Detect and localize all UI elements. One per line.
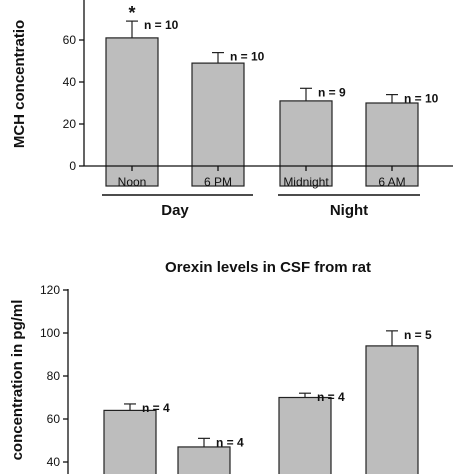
- mch-n-label: n = 10: [404, 92, 439, 106]
- mch-significance-marker: *: [128, 3, 135, 23]
- orexin-y-tick-label: 120: [40, 283, 60, 297]
- orexin-bar: [365, 345, 419, 474]
- orexin-bars: n = 4 n = 4 n = 4 n = 5: [103, 328, 432, 474]
- mch-bars: n = 10 * n = 10 n = 9 n = 10: [105, 3, 439, 187]
- mch-bar: [365, 102, 419, 187]
- mch-n-label: n = 9: [318, 85, 346, 99]
- mch-n-label: n = 10: [144, 18, 179, 32]
- orexin-chart-title: Orexin levels in CSF from rat: [165, 259, 371, 276]
- mch-x-tick-labels: Noon 6 PM Midnight 6 AM: [118, 166, 406, 189]
- mch-category-label: 6 PM: [204, 175, 232, 189]
- orexin-y-tick-label: 60: [47, 412, 61, 426]
- mch-category-label: Noon: [118, 175, 147, 189]
- mch-category-label: Midnight: [283, 175, 329, 189]
- mch-category-label: 6 AM: [378, 175, 405, 189]
- orexin-y-tick-label: 40: [47, 455, 61, 469]
- mch-y-tick-label: 40: [63, 75, 77, 89]
- mch-y-ticks: 0 20 40 60: [63, 33, 84, 173]
- orexin-n-label: n = 4: [216, 435, 244, 449]
- orexin-y-ticks: 40 60 80 100 120: [40, 283, 68, 469]
- mch-n-label: n = 10: [230, 50, 265, 64]
- orexin-n-label: n = 4: [317, 390, 345, 404]
- orexin-y-tick-label: 100: [40, 326, 60, 340]
- orexin-chart: Orexin levels in CSF from rat concentrat…: [9, 259, 432, 474]
- mch-y-axis-label: MCH concentratio: [11, 20, 28, 148]
- mch-bar: [105, 37, 159, 187]
- night-group-label: Night: [330, 202, 368, 219]
- mch-bar: [279, 100, 333, 187]
- day-group-label: Day: [161, 202, 189, 219]
- mch-y-tick-label: 20: [63, 117, 77, 131]
- orexin-y-tick-label: 80: [47, 369, 61, 383]
- orexin-n-label: n = 4: [142, 401, 170, 415]
- orexin-n-label: n = 5: [404, 328, 432, 342]
- orexin-bar: [103, 409, 157, 474]
- mch-y-tick-label: 60: [63, 33, 77, 47]
- orexin-bar: [177, 446, 231, 474]
- mch-y-tick-label: 0: [69, 159, 76, 173]
- orexin-y-axis-label: concentration in pg/ml: [9, 300, 26, 461]
- orexin-bar: [278, 396, 332, 474]
